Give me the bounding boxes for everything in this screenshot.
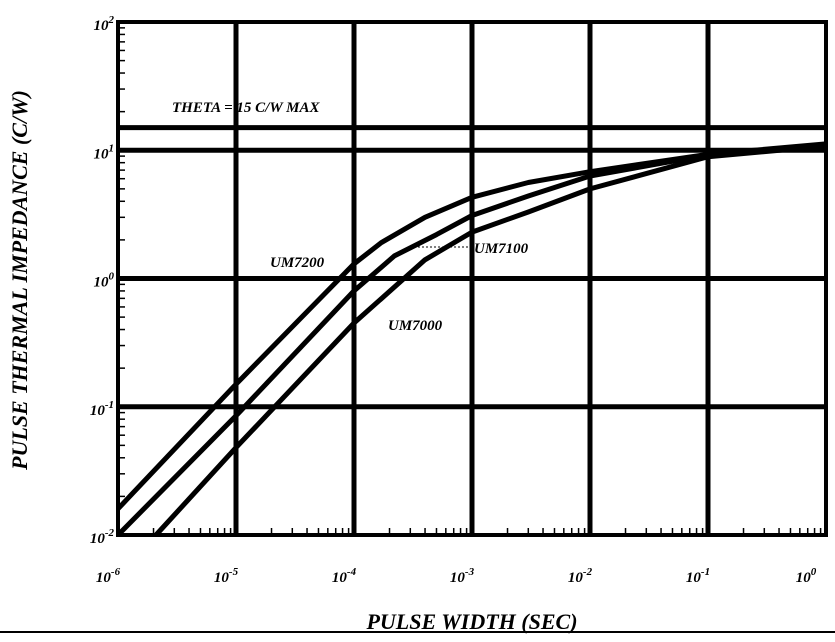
y-tick-label: 102 bbox=[94, 14, 115, 34]
x-tick-label: 100 bbox=[796, 566, 817, 586]
series-line-um7000 bbox=[156, 146, 826, 535]
y-tick-label: 10-1 bbox=[90, 399, 114, 419]
x-tick-label: 10-2 bbox=[568, 566, 593, 586]
theta-max-label: THETA = 15 C/W MAX bbox=[172, 100, 320, 116]
y-tick-label: 10-2 bbox=[90, 527, 115, 547]
series-label-um7200: UM7200 bbox=[270, 255, 325, 271]
series-label-um7000: UM7000 bbox=[388, 318, 443, 334]
x-tick-labels: 10-6 10-5 10-4 10-3 10-2 10-1 100 bbox=[96, 566, 817, 586]
x-tick-label: 10-4 bbox=[332, 566, 357, 586]
x-tick-label: 10-3 bbox=[450, 566, 475, 586]
y-tick-labels: 10-2 10-1 100 101 102 bbox=[90, 14, 115, 547]
y-tick-label: 100 bbox=[94, 271, 115, 291]
x-tick-label: 10-6 bbox=[96, 566, 121, 586]
bottom-rule bbox=[0, 631, 835, 633]
y-axis-title: PULSE THERMAL IMPEDANCE (C/W) bbox=[7, 90, 32, 471]
x-tick-label: 10-5 bbox=[214, 566, 239, 586]
series-label-um7100: UM7100 bbox=[474, 241, 529, 257]
y-tick-label: 101 bbox=[94, 142, 115, 162]
x-tick-label: 10-1 bbox=[686, 566, 710, 586]
